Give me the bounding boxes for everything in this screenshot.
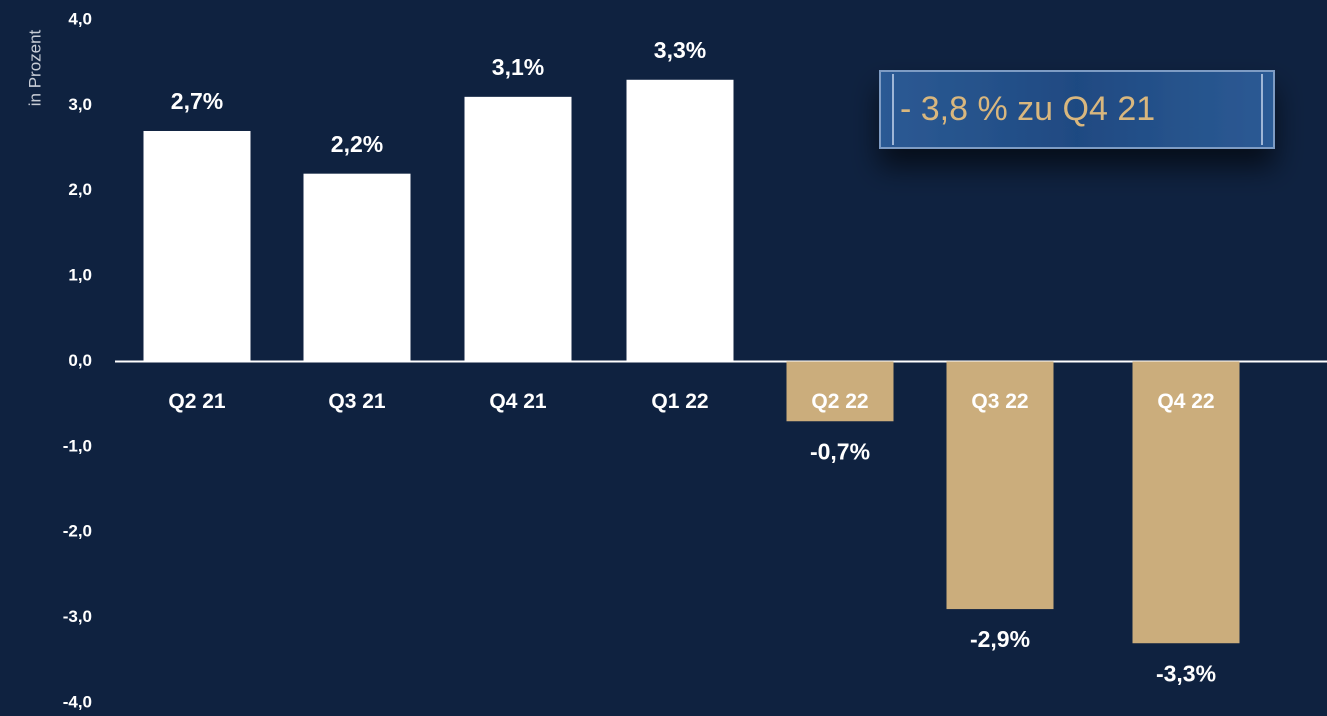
value-label: 3,3% xyxy=(654,37,706,63)
x-tick-label: Q2 22 xyxy=(811,390,868,413)
value-label: -2,9% xyxy=(970,626,1030,652)
y-axis-label: in Prozent xyxy=(25,29,44,106)
bar xyxy=(464,96,572,362)
bar xyxy=(1132,361,1240,644)
value-label: -0,7% xyxy=(810,438,870,464)
value-label: -3,3% xyxy=(1156,660,1216,686)
value-label: 2,7% xyxy=(171,88,223,114)
x-tick-label: Q1 22 xyxy=(651,390,708,413)
y-tick-label: 3,0 xyxy=(68,95,92,114)
x-tick-label: Q3 22 xyxy=(971,390,1028,413)
y-tick-label: 2,0 xyxy=(68,180,92,199)
x-tick-label: Q2 21 xyxy=(168,390,226,413)
annotation-box xyxy=(879,70,1275,149)
value-label: 2,2% xyxy=(331,131,383,157)
y-tick-label: 0,0 xyxy=(68,351,92,370)
y-tick-label: 1,0 xyxy=(68,266,92,285)
x-tick-label: Q4 22 xyxy=(1157,390,1214,413)
annotation: - 3,8 % zu Q4 21 xyxy=(900,90,1155,128)
x-tick-label: Q3 21 xyxy=(328,390,386,413)
bar xyxy=(303,173,411,362)
x-tick-label: Q4 21 xyxy=(489,390,547,413)
y-tick-label: -3,0 xyxy=(63,607,92,626)
bar xyxy=(143,130,251,362)
bar xyxy=(626,79,734,362)
y-tick-label: -4,0 xyxy=(63,692,92,711)
y-tick-label: 4,0 xyxy=(68,9,92,28)
bar xyxy=(786,361,894,422)
bar xyxy=(946,361,1054,610)
value-label: 3,1% xyxy=(492,54,544,80)
y-tick-label: -1,0 xyxy=(63,436,92,455)
y-tick-label: -2,0 xyxy=(63,522,92,541)
